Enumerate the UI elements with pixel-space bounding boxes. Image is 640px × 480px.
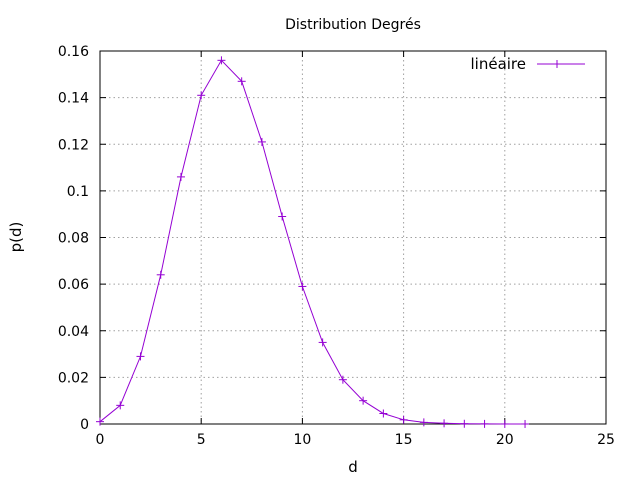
x-tick-label: 15: [395, 432, 413, 448]
y-tick-label: 0.1: [67, 184, 89, 200]
series-layer: [96, 56, 530, 428]
y-tick-label: 0.02: [58, 370, 89, 386]
y-tick-label: 0.12: [58, 137, 89, 153]
data-point: [237, 77, 246, 86]
data-point: [440, 419, 449, 428]
x-tick-label: 10: [293, 432, 311, 448]
data-point: [480, 419, 489, 428]
data-point: [257, 137, 266, 146]
data-point: [136, 352, 145, 361]
data-point: [318, 338, 327, 347]
data-point: [419, 418, 428, 427]
data-point: [521, 419, 530, 428]
grid-lines: [100, 51, 606, 424]
y-tick-label: 0.06: [58, 277, 89, 293]
y-tick-label: 0.16: [58, 44, 89, 60]
data-point: [460, 419, 469, 428]
data-point: [359, 396, 368, 405]
tick-labels: 0 5 10 15 20 25 0 0.02 0.04 0.06 0.08 0.1 0.12 0.14 0.…: [58, 44, 615, 448]
data-point: [96, 417, 104, 426]
y-tick-label: 0.14: [58, 91, 89, 107]
data-point: [278, 212, 287, 221]
data-point: [379, 409, 388, 418]
x-tick-label: 5: [197, 432, 206, 448]
plot-frame: [99, 50, 607, 425]
data-point: [399, 415, 408, 424]
legend-label: linéaire: [471, 55, 527, 73]
x-tick-label: 0: [96, 432, 105, 448]
data-point: [500, 419, 509, 428]
x-tick-label: 25: [597, 432, 615, 448]
y-tick-label: 0.04: [58, 324, 89, 340]
legend: linéaire: [471, 55, 585, 73]
data-point: [298, 282, 307, 291]
y-axis-label: p(d): [7, 222, 25, 253]
y-tick-label: 0: [80, 417, 89, 433]
x-tick-label: 20: [496, 432, 514, 448]
data-point: [176, 172, 185, 181]
data-point: [116, 401, 125, 410]
data-point: [156, 270, 165, 279]
data-point: [197, 91, 206, 100]
data-point: [338, 375, 347, 384]
chart-title: Distribution Degrés: [285, 17, 421, 33]
y-tick-label: 0.08: [58, 231, 89, 247]
series-line: [99, 59, 525, 425]
data-point: [217, 56, 226, 65]
x-axis-label: d: [348, 458, 358, 476]
